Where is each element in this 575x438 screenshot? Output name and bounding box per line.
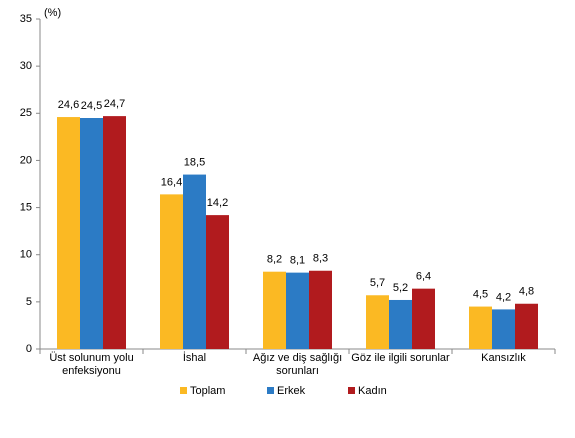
x-tick-label: Göz ile ilgili sorunlar (351, 352, 450, 364)
data-label: 24,6 (58, 99, 79, 111)
bar (309, 270, 332, 349)
bar (103, 116, 126, 349)
legend-label: Toplam (190, 385, 225, 397)
bar (469, 306, 492, 349)
x-tick-label: Üst solunum yolu enfeksiyonu (49, 352, 134, 377)
legend-label: Erkek (277, 385, 306, 397)
legend-swatch (348, 387, 355, 394)
bar (263, 271, 286, 349)
data-label: 5,2 (393, 282, 408, 294)
x-tick-label: Kansızlık (481, 352, 526, 364)
y-tick-label: 30 (20, 60, 32, 72)
bar (412, 288, 435, 349)
x-tick-label: İshal (182, 352, 207, 364)
data-label: 18,5 (184, 156, 205, 168)
bar (492, 309, 515, 349)
legend-swatch (180, 387, 187, 394)
data-label: 4,8 (519, 286, 534, 298)
bar (286, 272, 309, 349)
y-tick-label: 10 (20, 249, 32, 261)
data-label: 14,2 (207, 197, 228, 209)
bar (366, 295, 389, 349)
data-label: 16,4 (161, 176, 182, 188)
data-label: 8,2 (267, 254, 282, 266)
legend-swatch (267, 387, 274, 394)
bar (206, 215, 229, 349)
data-label: 4,2 (496, 291, 511, 303)
data-label: 4,5 (473, 288, 488, 300)
x-tick-label: Ağız ve diş sağlığı sorunları (252, 352, 343, 377)
y-tick-label: 25 (20, 107, 32, 119)
y-tick-label: 35 (20, 13, 32, 25)
bar (160, 194, 183, 349)
legend-label: Kadın (358, 385, 387, 397)
y-tick-label: 15 (20, 201, 32, 213)
data-label: 24,7 (104, 98, 125, 110)
bar (389, 299, 412, 349)
y-axis-label: (%) (44, 7, 61, 19)
bar (183, 174, 206, 349)
y-tick-label: 5 (26, 296, 32, 308)
data-label: 5,7 (370, 277, 385, 289)
bar (515, 303, 538, 349)
bar (80, 118, 103, 349)
bar (57, 117, 80, 349)
data-label: 8,1 (290, 255, 305, 267)
y-tick-label: 20 (20, 154, 32, 166)
data-label: 8,3 (313, 253, 328, 265)
data-label: 24,5 (81, 100, 102, 112)
y-tick-label: 0 (26, 343, 32, 355)
data-label: 6,4 (416, 271, 431, 283)
